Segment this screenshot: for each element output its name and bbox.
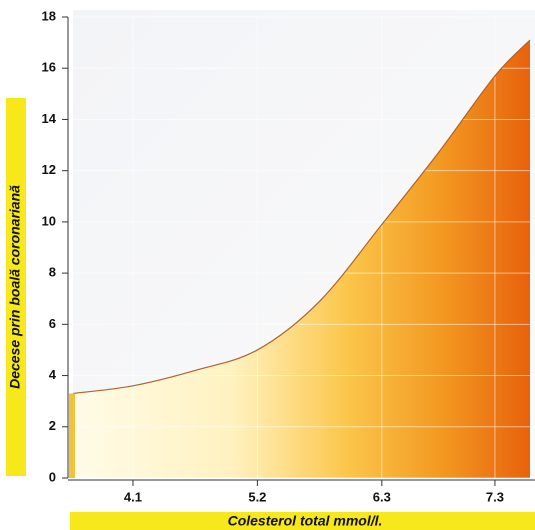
x-axis-title: Colesterol total mmol/l. <box>228 513 383 529</box>
y-tick-label: 14 <box>42 111 57 126</box>
y-tick-label: 16 <box>42 60 56 75</box>
chart: Decese prin boală coronariană Colesterol… <box>0 0 535 530</box>
y-tick-label: 2 <box>49 418 56 433</box>
y-tick-label: 12 <box>42 162 56 177</box>
x-tick-label: 6.3 <box>373 489 391 504</box>
x-tick-label: 5.2 <box>248 489 266 504</box>
y-tick-label: 4 <box>49 367 57 382</box>
y-axis-title: Decese prin boală coronariană <box>7 185 23 389</box>
x-tick-label: 7.3 <box>486 489 504 504</box>
x-tick-label: 4.1 <box>124 489 142 504</box>
y-tick-label: 10 <box>42 213 56 228</box>
area-edge <box>69 393 75 478</box>
y-tick-label: 18 <box>42 8 56 23</box>
y-tick-label: 8 <box>49 265 56 280</box>
y-tick-label: 0 <box>49 469 56 484</box>
y-tick-label: 6 <box>49 316 56 331</box>
